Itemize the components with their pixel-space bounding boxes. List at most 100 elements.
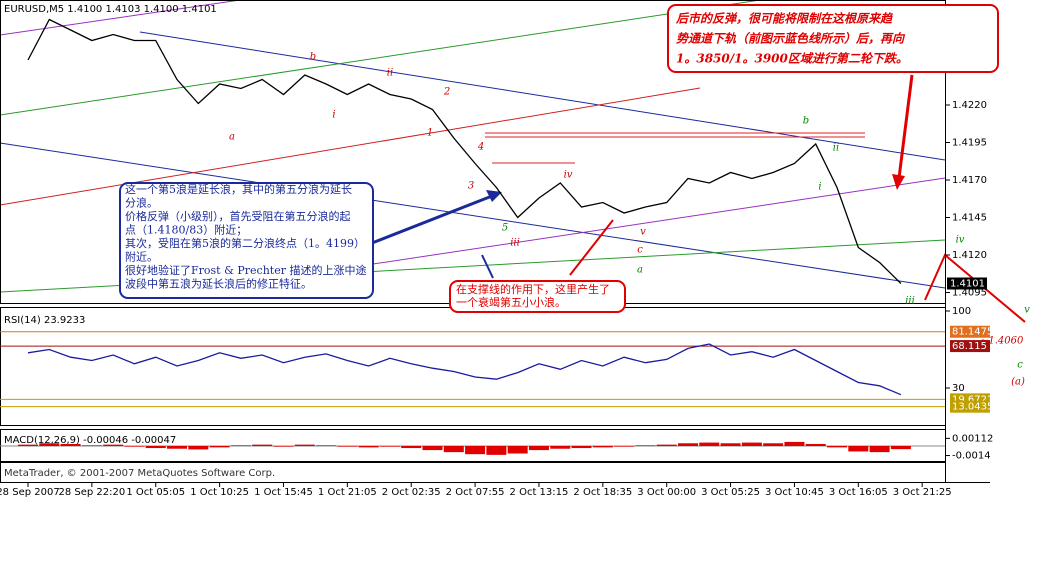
panel-title: MACD(12,26,9) -0.00046 -0.00047 — [4, 435, 176, 446]
x-tick-label: 2 Oct 02:35 — [382, 487, 441, 498]
wave-label: a — [229, 132, 235, 143]
panel-frames — [0, 0, 990, 483]
wave-label: c — [1017, 360, 1023, 371]
level-box — [950, 325, 990, 338]
annotation-text: 后市的反弹，很可能将限制在这根原来趋 — [675, 12, 894, 26]
level-box — [950, 400, 990, 413]
macd-bar — [379, 446, 400, 447]
macd-bar — [60, 443, 81, 446]
y-tick-label: 1.4195 — [952, 138, 987, 149]
x-tick-label: 28 Sep 2007 — [0, 487, 60, 498]
y-tick-label: 1.4145 — [952, 213, 987, 224]
macd-bar — [124, 446, 145, 447]
annotation-text: 其次，受阻在第5浪的第二分浪终点（1。4199） — [125, 236, 365, 250]
arrow — [481, 254, 494, 279]
y-tick-label: 100 — [952, 306, 971, 317]
macd-bar — [784, 441, 805, 446]
arrow-head — [892, 174, 905, 190]
x-tick-label: 2 Oct 13:15 — [510, 487, 569, 498]
x-tick-label: 28 Sep 22:20 — [58, 487, 125, 498]
wave-label: 4 — [477, 142, 484, 153]
macd-bar — [656, 444, 677, 446]
macd-bar — [209, 446, 230, 448]
x-tick-label: 3 Oct 00:00 — [637, 487, 696, 498]
wave-label: i — [332, 110, 335, 121]
macd-bar — [294, 444, 315, 446]
wave-label: iv — [956, 235, 965, 246]
price-line — [27, 343, 902, 396]
annotation-box — [449, 280, 626, 313]
x-tick-label: 1 Oct 05:05 — [126, 487, 185, 498]
macd-bar — [827, 446, 848, 448]
annotation-text: 一个衰竭第五小小浪。 — [456, 295, 566, 309]
annotation-text: 在支撑线的作用下，这里产生了 — [456, 282, 610, 296]
x-tick-label: 3 Oct 05:25 — [701, 487, 760, 498]
level-label: 19.6721 — [952, 394, 993, 405]
macd-bar — [465, 446, 486, 455]
macd-bar — [145, 446, 166, 449]
arrow — [371, 194, 493, 245]
x-tick-label: 3 Oct 16:05 — [829, 487, 888, 498]
x-tick-label: 1 Oct 21:05 — [318, 487, 377, 498]
macd-bar — [316, 445, 337, 446]
level-label: 13.0435 — [952, 402, 993, 413]
macd-bar — [699, 442, 720, 446]
wave-label: a — [637, 265, 643, 276]
macd-bar — [443, 446, 464, 453]
wave-label: v — [640, 227, 646, 238]
channel-line — [0, 142, 946, 289]
wave-label: i — [818, 182, 821, 193]
macd-bar — [635, 445, 656, 446]
channel-line — [299, 177, 946, 276]
macd-bar — [614, 446, 635, 447]
channel-line — [139, 31, 946, 161]
wave-label: c — [637, 245, 643, 256]
channel-line — [0, 87, 701, 206]
wave-label: iv — [564, 170, 573, 181]
macd-bar — [507, 446, 528, 454]
macd-bar — [39, 443, 60, 446]
wave-label: ii — [387, 68, 393, 79]
level-label: 68.115 — [952, 341, 987, 352]
wave-label: b — [310, 52, 316, 63]
y-tick-label: 1.4220 — [952, 100, 987, 111]
wave-label: b — [803, 116, 809, 127]
y-tick-label: 30 — [952, 383, 965, 394]
macd-bar — [677, 443, 698, 446]
annotation-text: 很好地验证了Frost & Prechter 描述的上涨中途 — [125, 263, 366, 277]
wave-label: 3 — [468, 181, 474, 192]
macd-bar — [571, 446, 592, 449]
macd-bar — [890, 446, 911, 450]
macd-bar — [103, 444, 124, 446]
macd-bar — [486, 446, 507, 455]
x-tick-label: 1 Oct 15:45 — [254, 487, 313, 498]
macd-bar — [273, 446, 294, 447]
y-tick-label: 1.4170 — [952, 175, 987, 186]
macd-bar — [592, 446, 613, 448]
macd-bar — [167, 446, 188, 449]
annotation-box — [119, 182, 374, 299]
panel-title: RSI(14) 23.9233 — [4, 315, 85, 326]
macd-bar — [528, 446, 549, 451]
current-price-label: 1.4101 — [950, 279, 985, 290]
x-tick-label: 3 Oct 10:45 — [765, 487, 824, 498]
macd-bar — [869, 446, 890, 453]
macd-bar — [720, 443, 741, 446]
macd-bar — [337, 446, 358, 447]
macd-bar — [188, 446, 209, 450]
y-tick-label: 1.4120 — [952, 250, 987, 261]
x-tick-label: 1 Oct 10:25 — [190, 487, 249, 498]
x-tick-label: 2 Oct 18:35 — [573, 487, 632, 498]
macd-bar — [252, 444, 273, 446]
macd-bar — [422, 446, 443, 451]
current-price-box — [947, 277, 987, 290]
macd-bar — [358, 446, 379, 448]
macd-bar — [848, 446, 869, 452]
annotation-text: 点（1.4180/83）附近； — [125, 223, 247, 237]
macd-bar — [741, 442, 762, 446]
level-box — [950, 340, 990, 353]
target-label: ~1.4060 — [980, 336, 1024, 347]
annotation-text: 分浪。 — [125, 196, 158, 210]
wave-label: iii — [905, 296, 915, 307]
